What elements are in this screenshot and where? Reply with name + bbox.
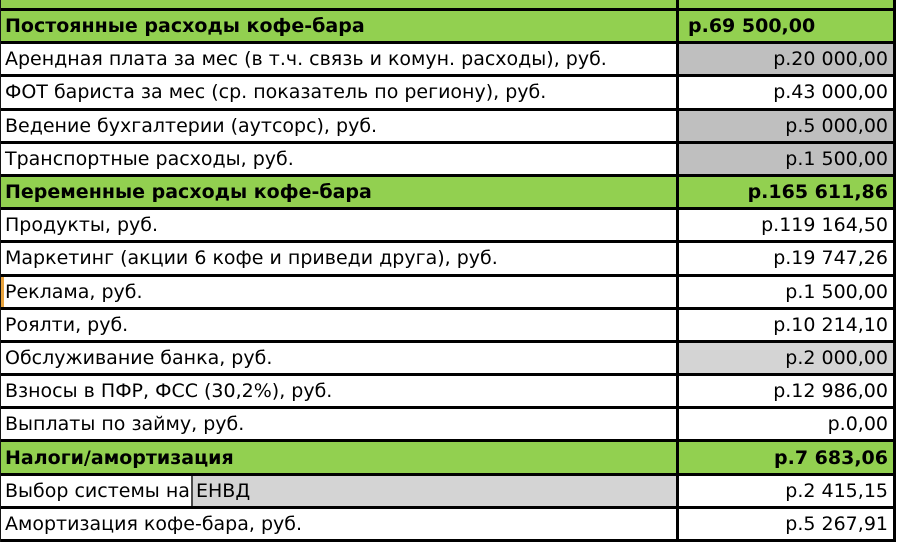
- table-row: Выплаты по займу, руб. р.0,00: [1, 409, 893, 443]
- row-value-cell[interactable]: р.2 000,00: [676, 342, 893, 374]
- row-label-cell[interactable]: Амортизация кофе-бара, руб.: [1, 508, 676, 539]
- row-value-cell[interactable]: р.5 267,91: [676, 508, 893, 539]
- row-value-cell[interactable]: р.20 000,00: [676, 44, 893, 75]
- table-top-strip: [1, 0, 893, 11]
- row-label-cell[interactable]: Арендная плата за мес (в т.ч. связь и ко…: [1, 44, 676, 75]
- row-label-cell[interactable]: Обслуживание банка, руб.: [1, 342, 676, 374]
- table-row: Амортизация кофе-бара, руб. р.5 267,91: [1, 508, 893, 542]
- row-value-cell[interactable]: р.43 000,00: [676, 77, 893, 108]
- row-value-cell[interactable]: р.69 500,00: [676, 11, 893, 42]
- row-label-cell[interactable]: Роялти, руб.: [1, 309, 676, 340]
- row-label-cell[interactable]: Взносы в ПФР, ФСС (30,2%), руб.: [1, 376, 676, 407]
- table-row: Ведение бухгалтерии (аутсорс), руб. р.5 0…: [1, 110, 893, 144]
- row-label-cell[interactable]: Транспортные расходы, руб.: [1, 143, 676, 174]
- row-label-cell[interactable]: Выплаты по займу, руб.: [1, 409, 676, 440]
- row-value-cell[interactable]: р.10 214,10: [676, 309, 893, 340]
- row-value-cell[interactable]: р.1 500,00: [676, 143, 893, 174]
- table-row: Арендная плата за мес (в т.ч. связь и ко…: [1, 44, 893, 78]
- row-value-cell[interactable]: р.19 747,26: [676, 243, 893, 274]
- tax-system-overlay-cell[interactable]: ЕНВД: [191, 475, 676, 506]
- section-row: Постоянные расходы кофе-бара р.69 500,00: [1, 11, 893, 45]
- row-label-cell[interactable]: Ведение бухгалтерии (аутсорс), руб.: [1, 110, 676, 141]
- top-strip-label-segment: [1, 0, 676, 8]
- row-label-cell[interactable]: Реклама, руб.: [1, 276, 676, 307]
- table-row: ФОТ бариста за мес (ср. показатель по ре…: [1, 77, 893, 111]
- row-value-cell[interactable]: р.165 611,86: [676, 176, 893, 208]
- table-row: Маркетинг (акции 6 кофе и приведи друга)…: [1, 243, 893, 277]
- table-row: Взносы в ПФР, ФСС (30,2%), руб. р.12 986,…: [1, 376, 893, 410]
- row-label-cell[interactable]: Постоянные расходы кофе-бара: [1, 11, 676, 42]
- row-label-text: Выбор системы на: [1, 475, 191, 506]
- row-value-cell[interactable]: р.1 500,00: [676, 276, 893, 307]
- row-label-cell[interactable]: ФОТ бариста за мес (ср. показатель по ре…: [1, 77, 676, 108]
- row-label-cell[interactable]: Переменные расходы кофе-бара: [1, 176, 676, 208]
- row-label-cell[interactable]: Налоги/амортизация: [1, 442, 676, 473]
- row-label-cell[interactable]: Выбор системы на ЕНВД: [1, 475, 676, 506]
- row-value-cell[interactable]: р.0,00: [676, 409, 893, 440]
- top-strip-value-segment: [676, 0, 893, 8]
- table-row: Транспортные расходы, руб. р.1 500,00: [1, 143, 893, 177]
- table-row: Выбор системы на ЕНВД р.2 415,15: [1, 475, 893, 509]
- row-value-cell[interactable]: р.7 683,06: [676, 442, 893, 473]
- row-value-cell[interactable]: р.119 164,50: [676, 210, 893, 241]
- row-value-cell[interactable]: р.2 415,15: [676, 475, 893, 506]
- table-row: Обслуживание банка, руб. р.2 000,00: [1, 342, 893, 377]
- row-value-cell[interactable]: р.5 000,00: [676, 110, 893, 141]
- table-row: Роялти, руб. р.10 214,10: [1, 309, 893, 343]
- row-label-cell[interactable]: Продукты, руб.: [1, 210, 676, 241]
- section-row: Переменные расходы кофе-бара р.165 611,86: [1, 176, 893, 211]
- expenses-table: Постоянные расходы кофе-бара р.69 500,00 А…: [0, 0, 896, 542]
- row-value-cell[interactable]: р.12 986,00: [676, 376, 893, 407]
- table-row: Реклама, руб. р.1 500,00: [1, 276, 893, 310]
- table-row: Продукты, руб. р.119 164,50: [1, 210, 893, 244]
- section-row: Налоги/амортизация р.7 683,06: [1, 442, 893, 476]
- row-label-cell[interactable]: Маркетинг (акции 6 кофе и приведи друга)…: [1, 243, 676, 274]
